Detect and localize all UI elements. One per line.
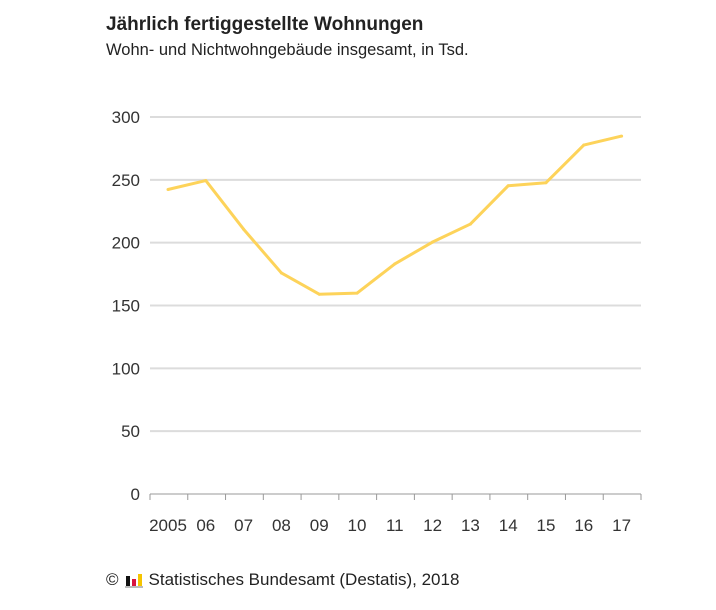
x-tick-label: 14 (499, 516, 518, 535)
x-tick-label: 12 (423, 516, 442, 535)
y-tick-label: 300 (112, 108, 140, 127)
chart-title: Jährlich fertiggestellte Wohnungen (106, 14, 424, 35)
y-tick-label: 200 (112, 234, 140, 253)
x-tick-label: 13 (461, 516, 480, 535)
y-tick-label: 0 (131, 485, 140, 504)
data-point (431, 240, 435, 244)
x-tick-label: 07 (234, 516, 253, 535)
x-tick-label: 17 (612, 516, 631, 535)
x-tick-label: 16 (574, 516, 593, 535)
y-tick-label: 50 (121, 422, 140, 441)
data-point (620, 134, 624, 138)
x-tick-label: 2005 (149, 516, 187, 535)
data-point (204, 179, 208, 183)
data-point (506, 184, 510, 188)
footer: © Statistisches Bundesamt (Destatis), 20… (106, 570, 459, 590)
data-point (393, 262, 397, 266)
data-point (544, 181, 548, 185)
y-tick-label: 150 (112, 297, 140, 316)
line-chart: 0 50 100 150 200 250 300 2005 06 07 08 09 10 11 12 13 14… (112, 108, 642, 535)
data-point (582, 143, 586, 147)
data-point (317, 292, 321, 296)
source-text: Statistisches Bundesamt (Destatis), 2018 (148, 570, 460, 589)
data-point (166, 188, 170, 192)
x-tick-label: 10 (348, 516, 367, 535)
destatis-logo-icon (124, 572, 143, 588)
x-tick-label: 08 (272, 516, 291, 535)
data-point (468, 222, 472, 226)
x-tick-label: 15 (537, 516, 556, 535)
x-tick-label: 11 (386, 516, 404, 535)
copyright-symbol: © (106, 570, 119, 589)
data-point (242, 227, 246, 231)
chart-subtitle: Wohn- und Nichtwohngebäude insgesamt, in… (106, 41, 469, 59)
series-line (167, 134, 622, 296)
x-tick-label: 09 (310, 516, 329, 535)
x-tick-label: 06 (196, 516, 215, 535)
y-tick-label: 250 (112, 171, 140, 190)
data-point (355, 291, 359, 295)
data-point (279, 271, 283, 275)
y-tick-label: 100 (112, 359, 140, 378)
